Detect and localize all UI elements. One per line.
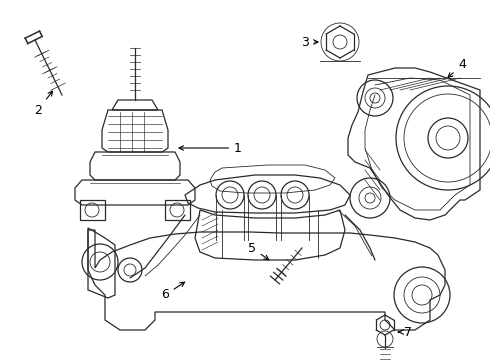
Text: 2: 2: [34, 91, 52, 117]
Text: 4: 4: [448, 58, 466, 77]
Text: 5: 5: [248, 242, 269, 260]
Text: 3: 3: [301, 36, 318, 49]
Text: 1: 1: [179, 141, 242, 154]
Text: 6: 6: [161, 282, 185, 302]
Text: 7: 7: [398, 325, 412, 338]
